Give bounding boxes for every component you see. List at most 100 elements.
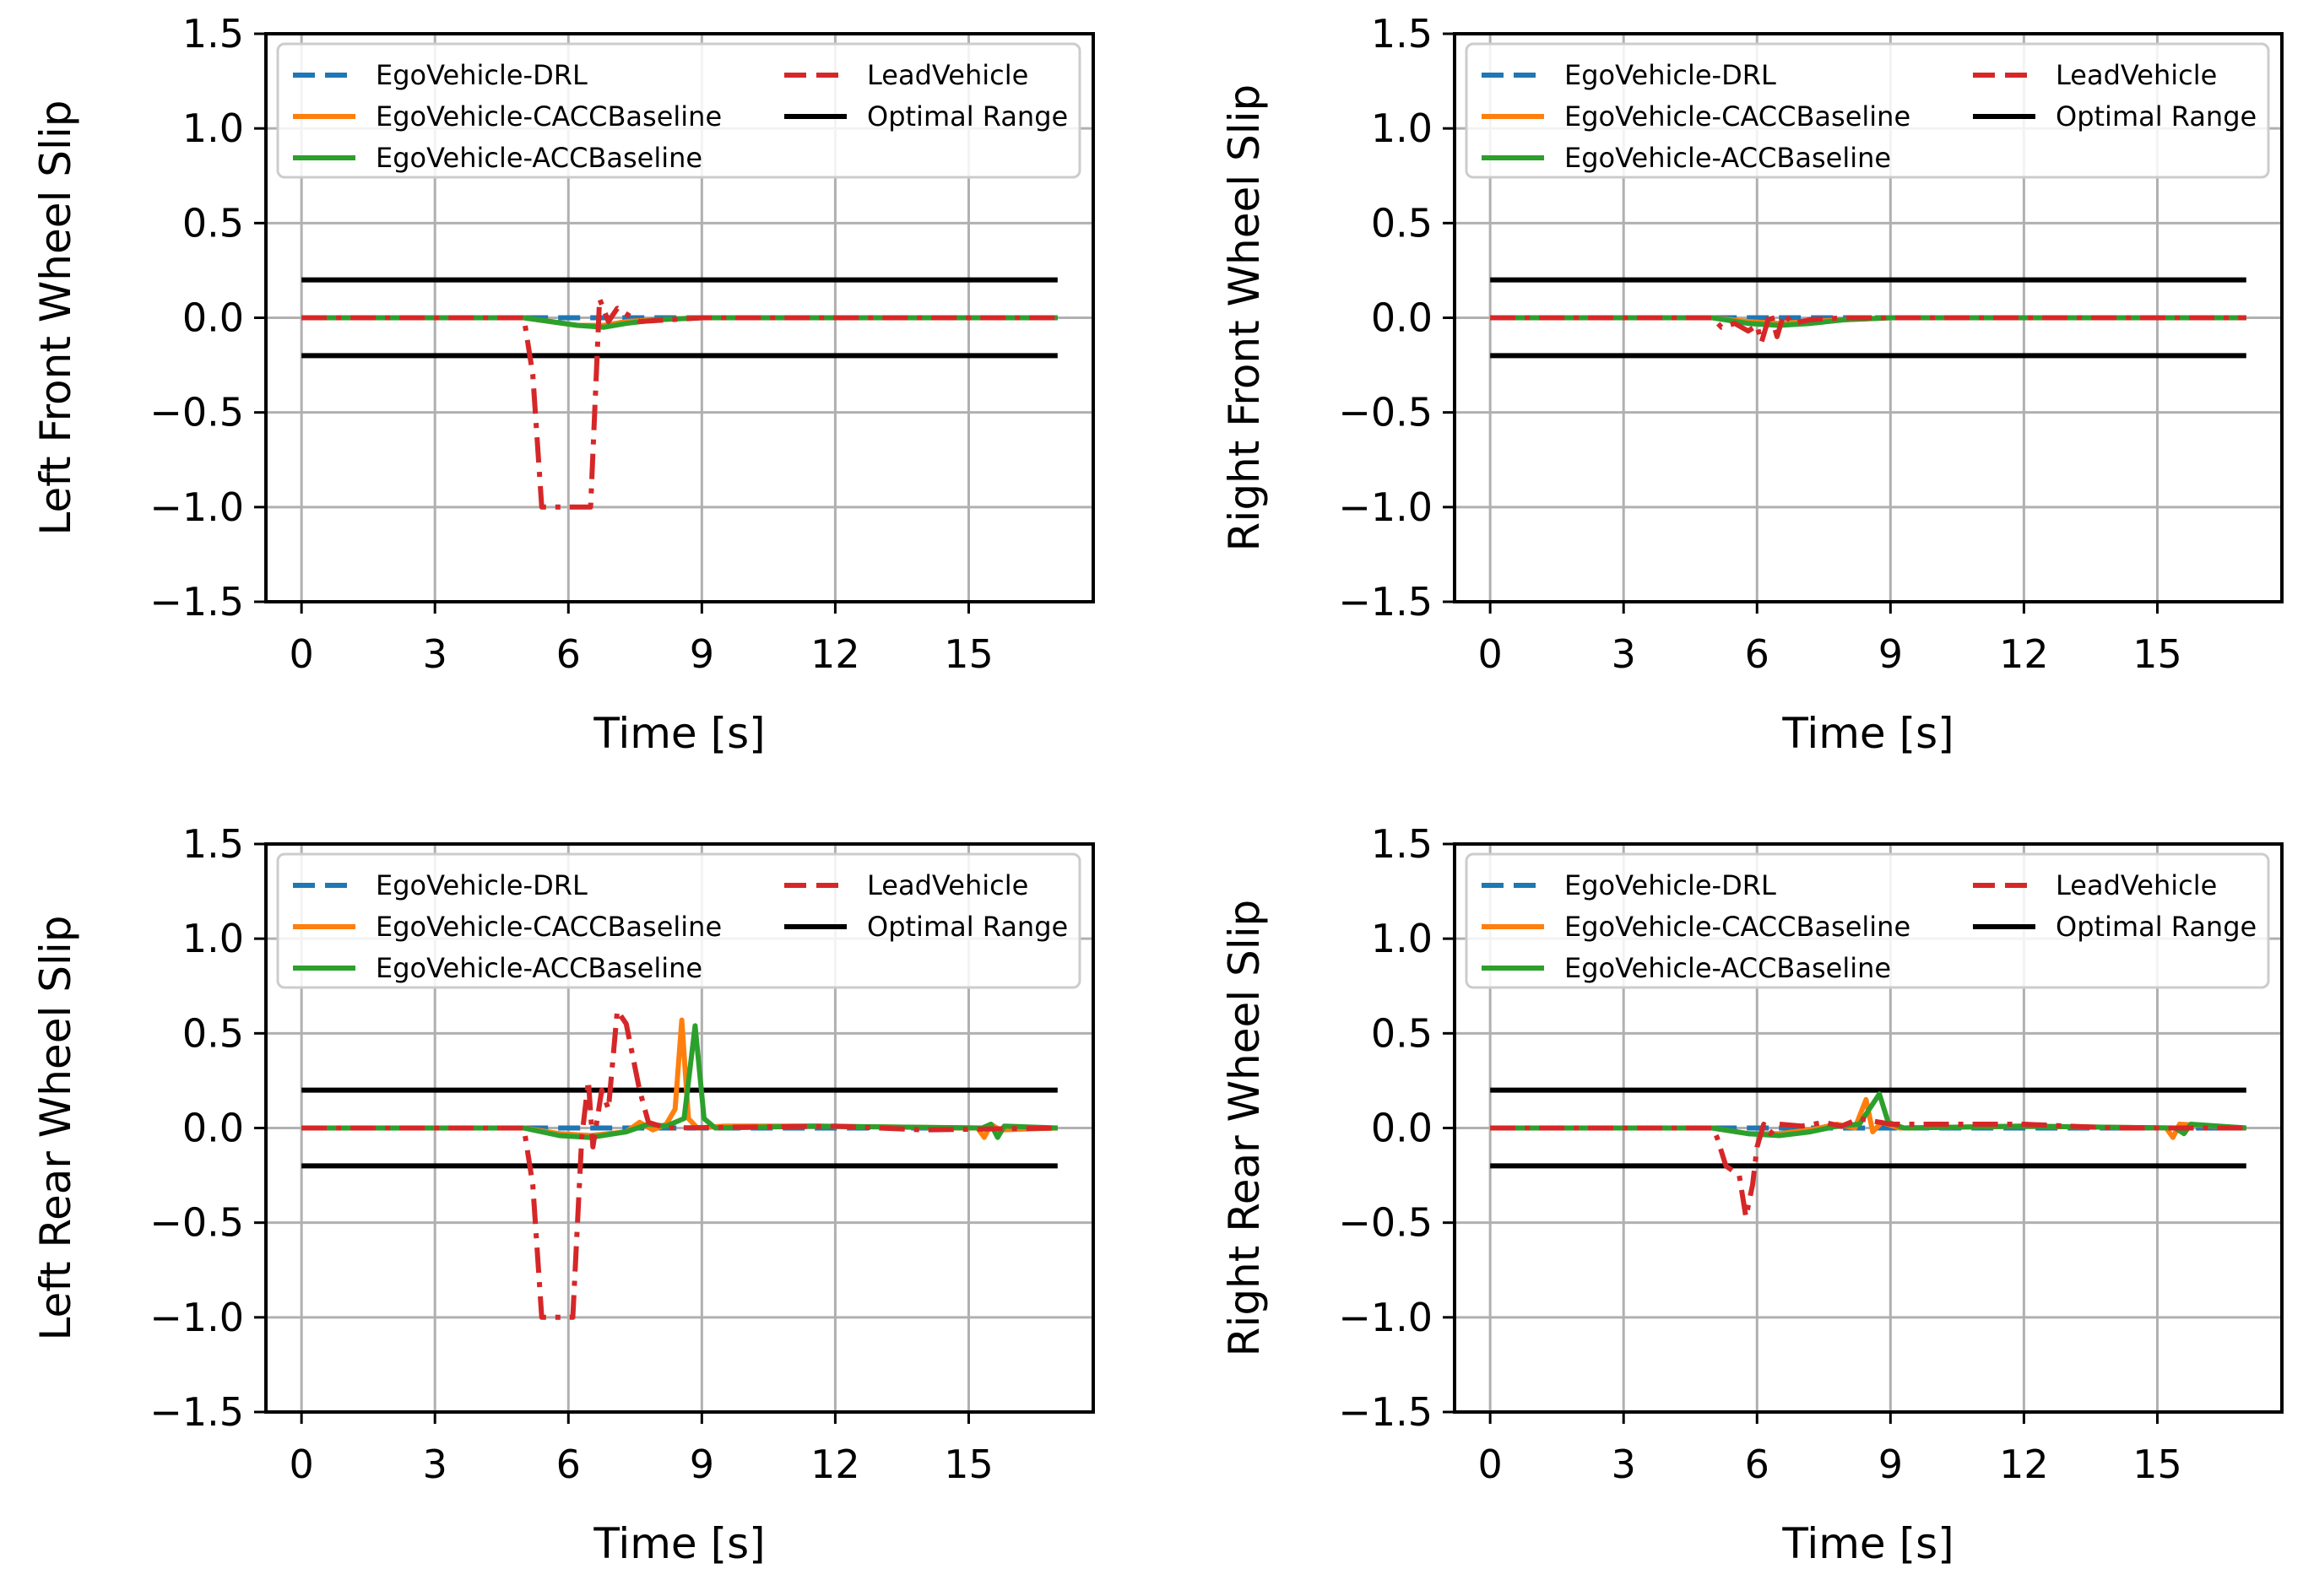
legend: EgoVehicle-DRL LeadVehicle EgoVehicle-CACC… xyxy=(276,42,1081,179)
y-tick-label: −1.5 xyxy=(1338,1389,1433,1435)
chart-panel-4: 0 3 6 9 12 15 1.5 1.0 0.5 0.0 −0.5 −1.0 −1.5 Time [s]… xyxy=(1220,821,2284,1568)
x-axis-label: Time [s] xyxy=(1781,1519,1953,1568)
y-axis-label: Right Front Wheel Slip xyxy=(1220,84,1269,552)
x-tick-label: 9 xyxy=(1878,1442,1903,1487)
x-tick-label: 12 xyxy=(810,631,860,677)
legend-box xyxy=(276,852,1081,989)
y-axis-label: Left Front Wheel Slip xyxy=(31,100,80,535)
x-tick-label: 15 xyxy=(944,1442,994,1487)
legend-label: EgoVehicle-ACCBaseline xyxy=(376,142,702,174)
legend-label: LeadVehicle xyxy=(867,59,1028,91)
y-tick-label: −0.5 xyxy=(1338,1200,1433,1246)
y-tick-label: 1.0 xyxy=(182,916,244,961)
x-tick-label: 12 xyxy=(810,1442,860,1487)
x-tick-label: 15 xyxy=(2132,631,2182,677)
y-tick-label: −1.5 xyxy=(1338,579,1433,625)
y-tick-label: −1.0 xyxy=(149,484,244,530)
y-axis-label: Right Rear Wheel Slip xyxy=(1220,900,1269,1357)
y-tick-label: 1.5 xyxy=(182,821,244,867)
y-tick-label: −1.5 xyxy=(149,1389,244,1435)
x-tick-label: 3 xyxy=(1612,1442,1636,1487)
x-tick-label: 0 xyxy=(1478,631,1503,677)
y-tick-label: 0.0 xyxy=(1371,1106,1433,1151)
legend-box xyxy=(1465,42,2270,179)
y-tick-label: 1.0 xyxy=(1371,105,1433,151)
x-tick-label: 0 xyxy=(290,1442,314,1487)
series-group xyxy=(301,1008,1058,1320)
x-tick-label: 6 xyxy=(556,1442,581,1487)
y-tick-label: 1.0 xyxy=(1371,916,1433,961)
legend-label: EgoVehicle-ACCBaseline xyxy=(1564,952,1891,984)
y-tick-label: 0.5 xyxy=(182,1010,244,1056)
x-axis-label: Time [s] xyxy=(593,709,765,758)
series-group xyxy=(1490,277,2246,359)
legend-box xyxy=(276,42,1081,179)
x-tick-label: 3 xyxy=(1612,631,1636,677)
y-axis-label: Left Rear Wheel Slip xyxy=(31,915,80,1340)
chart-panel-3: 0 3 6 9 12 15 1.5 1.0 0.5 0.0 −0.5 −1.0 −1.5 Time [s]… xyxy=(31,821,1095,1568)
legend-label: EgoVehicle-DRL xyxy=(1564,869,1776,901)
x-tick-label: 6 xyxy=(1745,631,1769,677)
y-tick-label: −1.0 xyxy=(1338,1295,1433,1340)
x-tick-label: 3 xyxy=(423,1442,447,1487)
y-tick-label: 1.5 xyxy=(1371,11,1433,57)
legend-label: EgoVehicle-CACCBaseline xyxy=(1564,911,1910,943)
series-group xyxy=(301,277,1058,510)
series-line-leadvehicle xyxy=(1490,309,2246,345)
legend: EgoVehicle-DRL LeadVehicle EgoVehicle-CACC… xyxy=(1465,852,2270,989)
x-tick-label: 3 xyxy=(423,631,447,677)
x-tick-label: 12 xyxy=(1999,631,2049,677)
legend-label: EgoVehicle-DRL xyxy=(1564,59,1776,91)
y-tick-label: 1.5 xyxy=(1371,821,1433,867)
legend-label: LeadVehicle xyxy=(2056,59,2217,91)
y-tick-label: 0.0 xyxy=(182,1106,244,1151)
y-tick-label: 0.0 xyxy=(1371,295,1433,341)
legend-label: EgoVehicle-CACCBaseline xyxy=(376,911,722,943)
x-tick-label: 6 xyxy=(1745,1442,1769,1487)
chart-panel-2: 0 3 6 9 12 15 1.5 1.0 0.5 0.0 −0.5 −1.0 −1.5 Time [s]… xyxy=(1220,11,2284,758)
series-line-egovehicle-caccbaseline xyxy=(1490,1096,2246,1140)
y-tick-label: 0.0 xyxy=(182,295,244,341)
y-tick-label: −1.5 xyxy=(149,579,244,625)
legend-label: Optimal Range xyxy=(867,911,1068,943)
legend: EgoVehicle-DRL LeadVehicle EgoVehicle-CACC… xyxy=(1465,42,2270,179)
y-tick-label: 1.5 xyxy=(182,11,244,57)
y-tick-label: 0.5 xyxy=(1371,200,1433,246)
legend: EgoVehicle-DRL LeadVehicle EgoVehicle-CACC… xyxy=(276,852,1081,989)
x-axis-label: Time [s] xyxy=(593,1519,765,1568)
legend-label: Optimal Range xyxy=(2056,100,2257,133)
y-tick-label: 0.5 xyxy=(1371,1010,1433,1056)
y-tick-label: 1.0 xyxy=(182,105,244,151)
series-line-leadvehicle xyxy=(301,1008,1058,1320)
legend-box xyxy=(1465,852,2270,989)
legend-label: EgoVehicle-DRL xyxy=(376,869,588,901)
series-line-leadvehicle xyxy=(301,296,1058,510)
x-tick-label: 0 xyxy=(290,631,314,677)
legend-label: Optimal Range xyxy=(2056,911,2257,943)
series-group xyxy=(1490,1087,2247,1220)
y-tick-label: −1.0 xyxy=(1338,484,1433,530)
y-tick-label: 0.5 xyxy=(182,200,244,246)
chart-panel-1: 0 3 6 9 12 15 1.5 1.0 0.5 0.0 −0.5 −1.0 −1.5 Time [s]… xyxy=(31,11,1095,758)
x-tick-label: 9 xyxy=(1878,631,1903,677)
legend-label: EgoVehicle-CACCBaseline xyxy=(376,100,722,133)
x-tick-label: 12 xyxy=(1999,1442,2049,1487)
y-tick-label: −0.5 xyxy=(1338,390,1433,436)
x-tick-label: 15 xyxy=(2132,1442,2182,1487)
y-tick-label: −0.5 xyxy=(149,390,244,436)
legend-label: EgoVehicle-CACCBaseline xyxy=(1564,100,1910,133)
series-line-leadvehicle xyxy=(1490,1116,2246,1220)
legend-label: EgoVehicle-ACCBaseline xyxy=(376,952,702,984)
x-axis-label: Time [s] xyxy=(1781,709,1953,758)
legend-label: LeadVehicle xyxy=(2056,869,2217,901)
legend-label: EgoVehicle-DRL xyxy=(376,59,588,91)
y-tick-label: −0.5 xyxy=(149,1200,244,1246)
legend-label: Optimal Range xyxy=(867,100,1068,133)
x-tick-label: 0 xyxy=(1478,1442,1503,1487)
x-tick-label: 15 xyxy=(944,631,994,677)
y-tick-label: −1.0 xyxy=(149,1295,244,1340)
legend-label: EgoVehicle-ACCBaseline xyxy=(1564,142,1891,174)
legend-label: LeadVehicle xyxy=(867,869,1028,901)
x-tick-label: 9 xyxy=(690,631,714,677)
